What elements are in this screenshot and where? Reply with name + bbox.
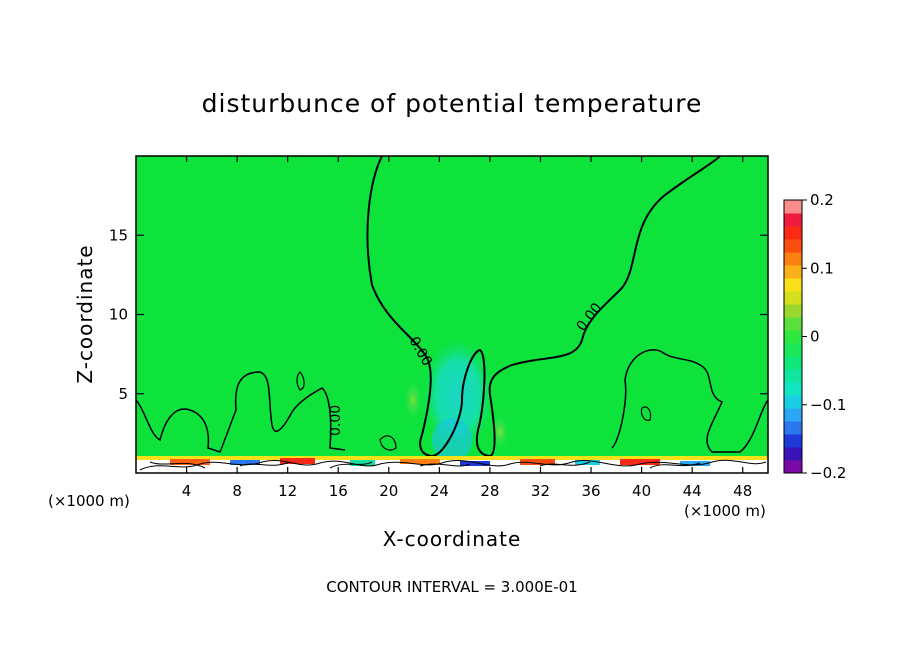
colorbar-tick-label: −0.1 [810, 396, 846, 414]
colorbar-segment [784, 395, 802, 409]
colorbar-segment [784, 330, 802, 344]
colorbar-segment [784, 460, 802, 474]
x-tick-label: 20 [379, 482, 398, 500]
colorbar: 0.2 0.1 0 −0.1 −0.2 [783, 191, 846, 482]
cool-anomaly-core [432, 418, 472, 462]
colorbar-segment [784, 317, 802, 331]
y-tick-label: 10 [109, 306, 128, 324]
x-axis-label: X-coordinate [383, 527, 522, 551]
x-tick-label: 36 [581, 482, 600, 500]
colorbar-segment [784, 369, 802, 383]
colorbar-segment [784, 239, 802, 253]
colorbar-segment [784, 434, 802, 448]
colorbar-segment [784, 343, 802, 357]
colorbar-segment [784, 447, 802, 461]
contour-small-right [640, 406, 652, 421]
surface-layer [136, 456, 768, 473]
colorbar-tick-label: −0.2 [810, 464, 846, 482]
colorbar-segment [784, 304, 802, 318]
colorbar-segment [784, 200, 802, 214]
contour-right-cells [611, 349, 768, 453]
x-tick-label: 12 [278, 482, 297, 500]
contour-main-plume [366, 156, 721, 458]
colorbar-segment [784, 226, 802, 240]
x-tick-label: 48 [733, 482, 752, 500]
y-tick-label: 15 [109, 226, 128, 244]
y-axis-label: Z-coordinate [73, 244, 97, 383]
x-tick-label: 40 [632, 482, 651, 500]
contour-small-mid [379, 435, 397, 451]
x-tick-label: 16 [329, 482, 348, 500]
contour-label-low: 0.00 [328, 405, 344, 436]
colorbar-segment [784, 278, 802, 292]
x-tick-label: 8 [232, 482, 242, 500]
chart-title: disturbunce of potential temperature [202, 89, 703, 118]
warm-anomaly-left [403, 378, 423, 422]
x-tick-label: 44 [683, 482, 702, 500]
contour-small-left [296, 371, 305, 391]
colorbar-tick-label: 0 [810, 328, 820, 346]
colorbar-segment [784, 408, 802, 422]
y-tick-label: 5 [118, 385, 128, 403]
colorbar-tick-label: 0.2 [810, 191, 834, 209]
colorbar-segment [784, 421, 802, 435]
x-unit-right: (×1000 m) [684, 502, 766, 520]
y-axis: 5 10 15 [109, 226, 768, 403]
contour-interval-note: CONTOUR INTERVAL = 3.000E-01 [326, 578, 577, 596]
contour-left-cells [136, 371, 346, 453]
x-tick-label: 4 [182, 482, 192, 500]
colorbar-tick-label: 0.1 [810, 259, 834, 277]
colorbar-segment [784, 382, 802, 396]
colorbar-segment [784, 291, 802, 305]
x-axis: 4 8 12 16 20 24 28 32 36 40 44 48 [182, 156, 752, 500]
x-tick-label: 28 [480, 482, 499, 500]
colorbar-segment [784, 252, 802, 266]
colorbar-segment [784, 213, 802, 227]
colorbar-segment [784, 265, 802, 279]
x-tick-label: 32 [531, 482, 550, 500]
x-tick-label: 24 [430, 482, 449, 500]
x-unit-left: (×1000 m) [48, 492, 130, 510]
colorbar-segment [784, 356, 802, 370]
plot-area [136, 156, 768, 473]
